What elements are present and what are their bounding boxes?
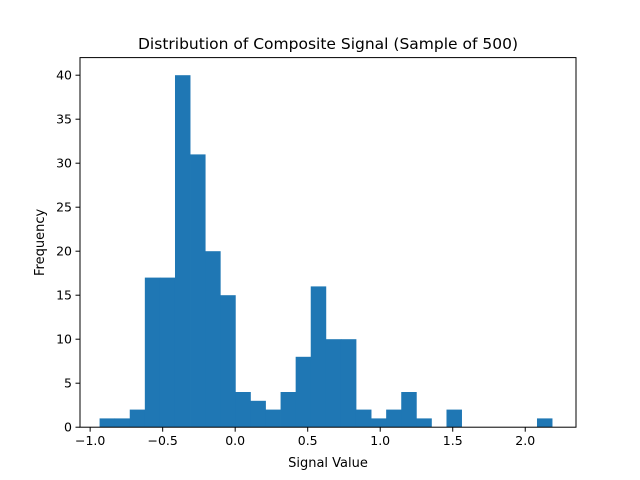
y-tick-label: 15 [56,288,72,303]
histogram-bar [114,418,131,428]
histogram-bar [340,339,357,428]
histogram-bar [401,392,417,428]
histogram-bar [235,392,251,428]
y-tick-label: 0 [64,420,72,435]
x-tick-label: 2.0 [515,433,535,448]
histogram-bar [386,409,402,428]
y-axis-ticks: 0 5 10 15 20 25 30 35 40 [56,68,80,435]
histogram-bar [144,277,161,428]
histogram-bar [205,251,221,428]
y-tick-label: 5 [64,376,72,391]
y-tick-label: 35 [56,112,72,127]
histogram-bar [280,392,297,428]
plot-frame [79,57,577,428]
histogram-bar [325,339,342,428]
histogram-bar [190,154,206,428]
histogram-bar [265,409,281,428]
bars-group [99,75,553,428]
x-tick-label: 1.5 [443,433,463,448]
x-tick-label: 0.0 [225,433,245,448]
y-tick-label: 25 [56,200,72,215]
histogram-bar [159,277,176,428]
histogram-bar [371,418,387,428]
histogram-bar [536,418,553,428]
histogram-bar [310,286,327,428]
histogram-bar [174,75,191,428]
histogram-bar [129,409,146,428]
histogram-bar [99,418,116,428]
y-axis-label: Frequency [33,209,48,276]
x-tick-label: −1.0 [75,433,105,448]
x-axis-label: Signal Value [288,456,368,471]
x-axis-ticks: −1.0 −0.5 0.0 0.5 1.0 1.5 2.0 [75,427,535,448]
x-tick-label: 0.5 [298,433,318,448]
histogram-bar [446,409,462,428]
y-tick-label: 30 [56,156,72,171]
y-tick-label: 40 [56,68,72,83]
chart-title: Distribution of Composite Signal (Sample… [138,35,518,53]
x-tick-label: −0.5 [147,433,177,448]
histogram-bar [355,409,372,428]
y-tick-label: 20 [56,244,72,259]
y-tick-label: 10 [56,332,72,347]
x-tick-label: 1.0 [370,433,390,448]
histogram-bar [250,400,266,428]
histogram-bar [416,418,432,428]
histogram-bar [295,356,312,428]
histogram-bar [220,295,236,428]
